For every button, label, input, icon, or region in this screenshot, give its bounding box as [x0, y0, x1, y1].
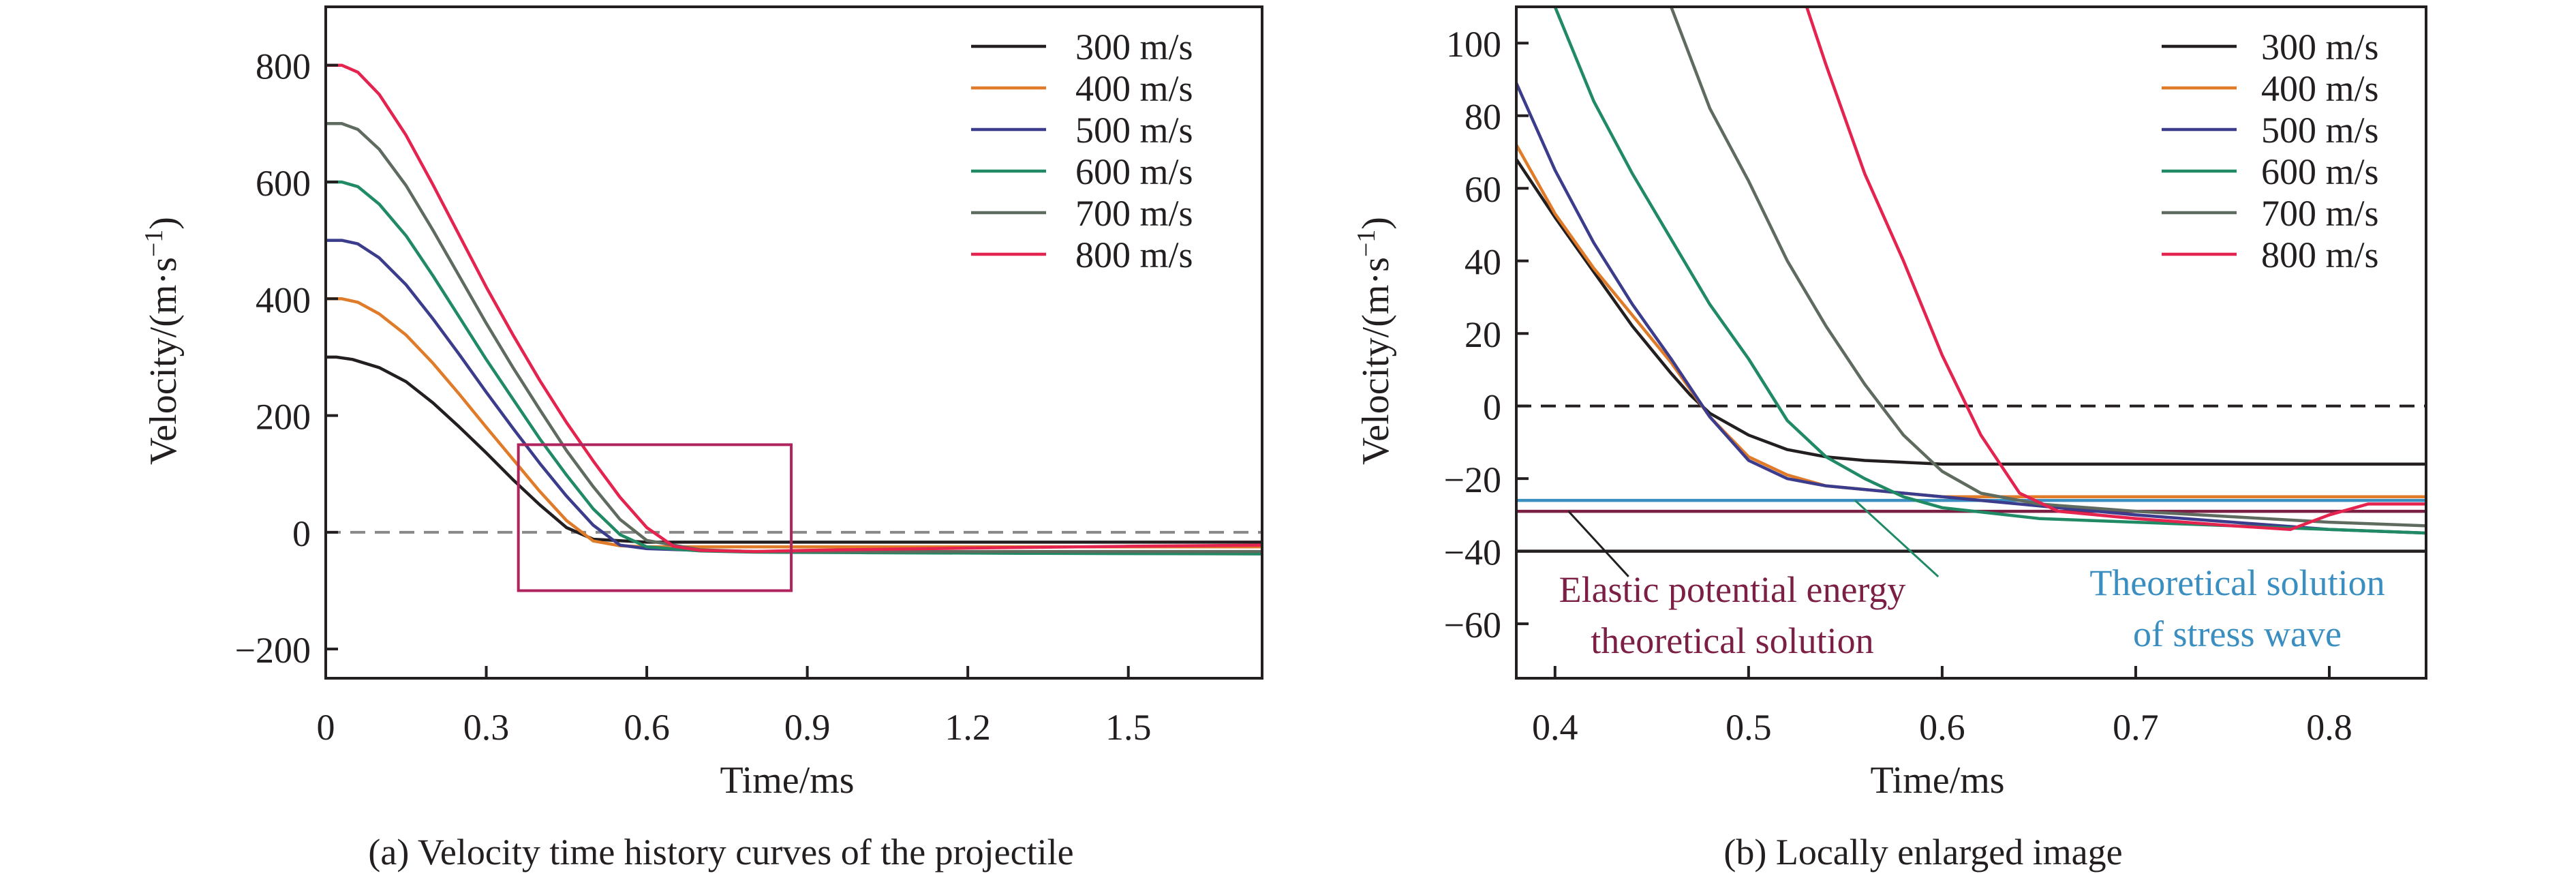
- x-axis-label-b: Time/ms: [1870, 759, 2004, 802]
- legend-label-1: 400 m/s: [1075, 68, 1193, 109]
- legend-label-1: 400 m/s: [2261, 68, 2379, 109]
- x-tick-label-0: 0.4: [1532, 707, 1578, 748]
- plot-frame: [1515, 5, 2427, 680]
- legend-label-0: 300 m/s: [1075, 27, 1193, 67]
- y-tick-label-8: 100: [1446, 24, 1501, 65]
- annotation-leader-stress: [1854, 500, 1939, 578]
- x-tick-label-2: 0.6: [624, 707, 670, 748]
- y-axis-label-a: Velocity/(m·s−1): [140, 217, 185, 465]
- x-tick-label-3: 0.9: [784, 707, 831, 748]
- y-axis-label-b: Velocity/(m·s−1): [1352, 217, 1397, 465]
- y-tick-label-0: −60: [1444, 605, 1501, 646]
- y-tick-label-0: −200: [235, 630, 311, 671]
- annotation-elastic-line2: theoretical solution: [1591, 620, 1873, 661]
- series-line-5: [1805, 7, 2426, 531]
- y-tick-label-5: 800: [256, 46, 311, 87]
- plot-frame: [324, 5, 1263, 680]
- y-tick-label-7: 80: [1465, 97, 1501, 138]
- annotation-leader-elastic: [1567, 511, 1629, 577]
- zoom-box: [517, 443, 793, 592]
- legend-label-0: 300 m/s: [2261, 27, 2379, 67]
- chart-b: 0.4 0.5 0.6 0.7 0.8 −60 −40 −20 0 20 40 60 80 100 300 …: [1444, 5, 2427, 748]
- y-tick-label-3: 0: [1483, 387, 1501, 428]
- annotation-stress-line2: of stress wave: [2133, 613, 2342, 654]
- plot-area: [326, 63, 1262, 556]
- series-line-3: [1553, 7, 2426, 535]
- x-tick-label-2: 0.6: [1919, 707, 1965, 748]
- y-tick-label-5: 40: [1465, 242, 1501, 283]
- caption-b: (b) Locally enlarged image: [1723, 832, 2122, 873]
- x-tick-label-4: 1.2: [945, 707, 991, 748]
- series-line-5: [326, 63, 1262, 553]
- y-tick-label-2: 200: [256, 397, 311, 438]
- y-tick-label-6: 60: [1465, 169, 1501, 210]
- legend-label-2: 500 m/s: [1075, 110, 1193, 151]
- annotation-elastic-line1: Elastic potential energy: [1559, 569, 1906, 610]
- x-axis-label-a: Time/ms: [720, 759, 854, 802]
- legend-label-2: 500 m/s: [2261, 110, 2379, 151]
- legend-label-4: 700 m/s: [2261, 193, 2379, 234]
- y-tick-label-4: 20: [1465, 314, 1501, 355]
- legend-label-5: 800 m/s: [1075, 234, 1193, 275]
- x-tick-label-1: 0.3: [463, 707, 510, 748]
- annotation-stress-line1: Theoretical solution: [2089, 562, 2385, 603]
- legend-label-3: 600 m/s: [1075, 151, 1193, 192]
- plot-area: [1516, 7, 2426, 553]
- x-tick-label-3: 0.7: [2113, 707, 2159, 748]
- series-line-4: [1670, 7, 2426, 528]
- legend-label-4: 700 m/s: [1075, 193, 1193, 234]
- x-tick-label-5: 1.5: [1105, 707, 1152, 748]
- legend-label-5: 800 m/s: [2261, 234, 2379, 275]
- series-line-2: [1516, 82, 2426, 535]
- x-tick-label-4: 0.8: [2306, 707, 2352, 748]
- series-line-0: [326, 355, 1262, 544]
- x-tick-label-1: 0.5: [1726, 707, 1772, 748]
- series-line-1: [326, 297, 1262, 549]
- y-tick-label-1: −40: [1444, 532, 1501, 573]
- y-tick-label-2: −20: [1444, 459, 1501, 500]
- x-tick-label-0: 0: [317, 707, 335, 748]
- y-tick-label-4: 600: [256, 163, 311, 204]
- caption-a: (a) Velocity time history curves of the …: [368, 832, 1073, 873]
- y-tick-label-3: 400: [256, 279, 311, 320]
- legend-label-3: 600 m/s: [2261, 151, 2379, 192]
- series-line-0: [1516, 158, 2426, 466]
- y-tick-label-1: 0: [292, 513, 311, 554]
